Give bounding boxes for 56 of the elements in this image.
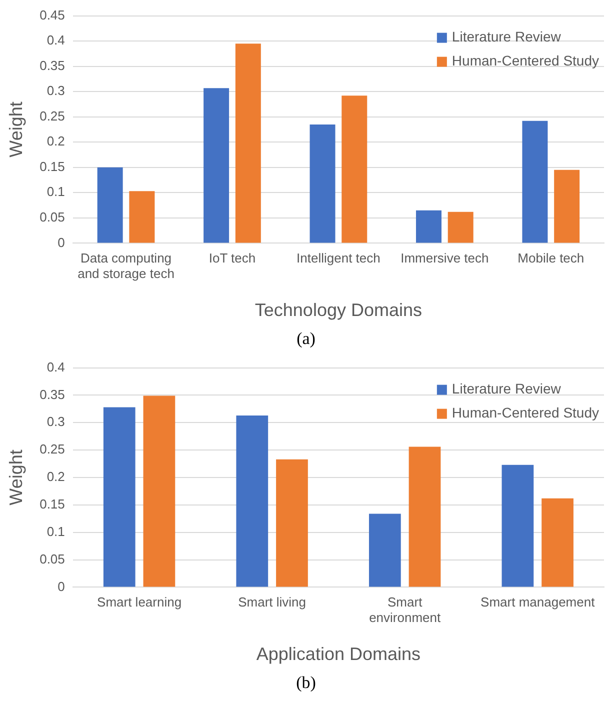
x-axis-title: Application Domains <box>256 644 420 664</box>
text: (a) <box>296 328 316 350</box>
bar <box>342 96 368 243</box>
legend-label: Human-Centered Study <box>452 52 600 69</box>
y-tick-label: 0.2 <box>46 134 65 149</box>
bar <box>236 416 268 587</box>
bar <box>368 514 401 587</box>
y-tick-label: 0.05 <box>40 551 65 566</box>
x-tick-label: IoT tech <box>208 250 256 266</box>
bar <box>542 498 574 587</box>
x-tick-label: Smart living <box>238 594 306 610</box>
x-tick-label: Smart environment <box>369 594 441 626</box>
y-tick-label: 0 <box>58 578 65 594</box>
y-tick-label: 0.15 <box>40 496 65 512</box>
bar <box>448 212 474 243</box>
legend-label: Literature Review <box>452 380 562 397</box>
x-tick-label: Data computing and storage tech <box>78 250 174 282</box>
bar <box>204 88 230 243</box>
y-axis-title: Weight <box>6 102 26 158</box>
bar <box>276 459 308 587</box>
y-tick-label: 0.25 <box>40 442 65 457</box>
y-tick-label: 0.25 <box>40 108 65 124</box>
x-tick-label: Mobile tech <box>518 250 584 266</box>
bar <box>235 44 261 243</box>
x-tick-label: Smart learning <box>97 594 182 610</box>
bar <box>554 170 580 243</box>
x-tick-label: Smart management <box>480 594 596 610</box>
y-tick-label: 0.45 <box>40 7 65 22</box>
y-tick-label: 0.4 <box>46 32 65 48</box>
y-tick-label: 0.35 <box>40 58 65 73</box>
bar <box>143 396 176 587</box>
bar <box>103 407 136 587</box>
legend-label: Literature Review <box>452 28 562 45</box>
x-axis-title: Technology Domains <box>254 300 422 320</box>
y-tick-label: 0.15 <box>40 158 65 174</box>
y-tick-label: 0.3 <box>46 414 65 430</box>
y-axis-title: Weight <box>6 450 26 506</box>
bar <box>408 446 441 587</box>
bar <box>129 191 155 243</box>
bar <box>97 167 123 243</box>
legend-label: Human-Centered Study <box>452 404 600 421</box>
x-tick-label: Immersive tech <box>400 250 489 266</box>
y-tick-label: 0.05 <box>40 210 65 225</box>
bar <box>310 124 336 243</box>
y-tick-label: 0.4 <box>46 359 65 374</box>
bar <box>502 464 534 587</box>
y-tick-label: 0.2 <box>46 469 65 484</box>
text: (b) <box>295 672 317 694</box>
y-tick-label: 0 <box>58 234 65 250</box>
y-tick-label: 0.1 <box>46 184 65 200</box>
bar <box>522 120 548 243</box>
x-tick-label: Intelligent tech <box>296 250 380 266</box>
y-tick-label: 0.3 <box>46 83 65 98</box>
y-tick-label: 0.1 <box>46 524 65 539</box>
y-tick-label: 0.35 <box>40 386 65 402</box>
bar <box>416 210 442 243</box>
